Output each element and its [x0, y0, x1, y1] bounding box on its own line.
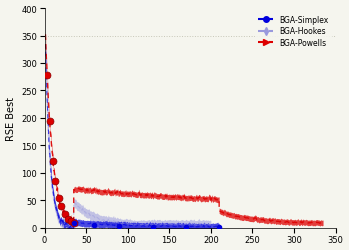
- Y-axis label: RSE Best: RSE Best: [6, 96, 16, 140]
- Legend: BGA-Simplex, BGA-Hookes, BGA-Powells: BGA-Simplex, BGA-Hookes, BGA-Powells: [255, 13, 332, 50]
